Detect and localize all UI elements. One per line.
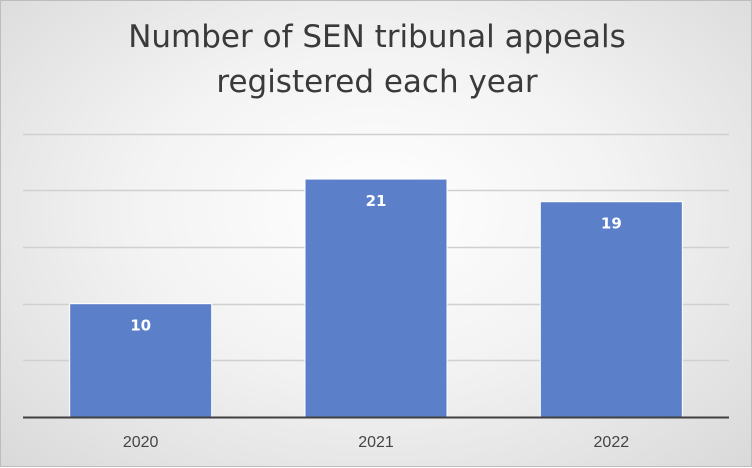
data-label-2022: 19 (601, 215, 622, 233)
x-tick-label-2020: 2020 (123, 434, 159, 451)
bar-2020 (69, 303, 213, 418)
chart-title-line-2: registered each year (216, 64, 538, 100)
bar-2022 (539, 201, 683, 418)
chart-title: Number of SEN tribunal appeals registere… (1, 15, 752, 105)
data-label-2021: 21 (366, 192, 387, 210)
bar-2021 (304, 178, 448, 418)
x-tick-label-2021: 2021 (358, 434, 394, 451)
data-label-2020: 10 (130, 317, 151, 335)
x-tick-label-2022: 2022 (594, 434, 630, 451)
chart-title-line-1: Number of SEN tribunal appeals (128, 19, 626, 55)
